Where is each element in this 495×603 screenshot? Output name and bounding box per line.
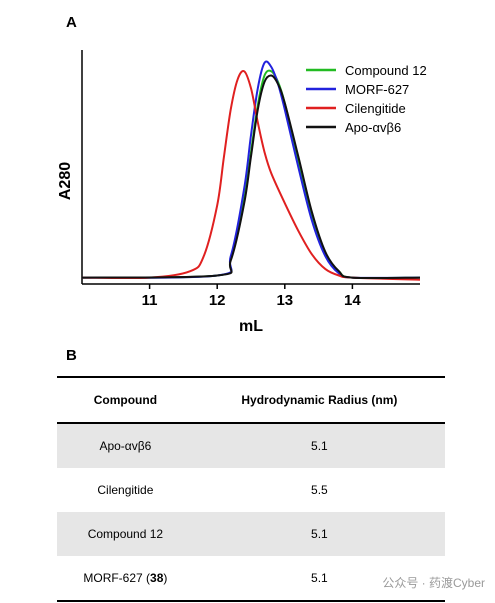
cell-compound: Compound 12 [87,527,164,541]
series-line-1 [81,60,421,279]
watermark: 公众号 · 药渡Cyber [382,576,485,590]
chart-legend: Compound 12 MORF-627 Cilengitide Apo-αvβ6 [306,63,427,135]
sec-chart: 11 12 13 14 mL A280 Compound 12 MORF-627 Cile… [57,50,427,335]
chart-axes [81,50,420,285]
legend-label: Apo-αvβ6 [345,120,401,135]
x-tick-label: 13 [276,292,293,309]
legend-label: Cilengitide [345,101,406,116]
x-axis-label: mL [239,318,263,335]
legend-label: MORF-627 [345,82,409,97]
cell-radius: 5.5 [311,483,328,497]
hydrodynamic-radius-table: Compound Hydrodynamic Radius (nm) Apo-αv… [57,376,445,602]
compound-suffix: ) [163,571,168,585]
series-line-3 [81,74,421,280]
table-row: Compound 12 5.1 [57,512,445,556]
table-row: MORF-627 (38) 5.1 [57,556,445,601]
panel-label-b: B [66,347,77,364]
chart-series-group [81,60,421,281]
cell-radius: 5.1 [311,527,328,541]
header-compound: Compound [93,393,158,407]
table-row: Apo-αvβ6 5.1 [57,423,445,468]
cell-compound: Cilengitide [97,483,154,497]
cell-compound: MORF-627 (38) [57,556,194,601]
header-radius: Hydrodynamic Radius (nm) [241,393,398,407]
compound-name: MORF-627 ( [83,571,151,585]
x-tick-label: 12 [209,292,226,309]
x-tick-label: 14 [344,292,361,309]
legend-label: Compound 12 [345,63,427,78]
table-row: Cilengitide 5.5 [57,468,445,512]
table-header-row: Compound Hydrodynamic Radius (nm) [57,377,445,423]
cell-radius: 5.1 [311,439,328,453]
panel-label-a: A [66,14,77,31]
cell-compound: Apo-αvβ6 [99,439,152,453]
compound-number: 38 [150,571,164,585]
x-tick-labels: 11 12 13 14 [142,284,361,309]
x-tick-label: 11 [142,292,158,309]
series-line-2 [81,70,421,281]
y-axis-label: A280 [57,162,74,200]
cell-radius: 5.1 [311,571,328,585]
